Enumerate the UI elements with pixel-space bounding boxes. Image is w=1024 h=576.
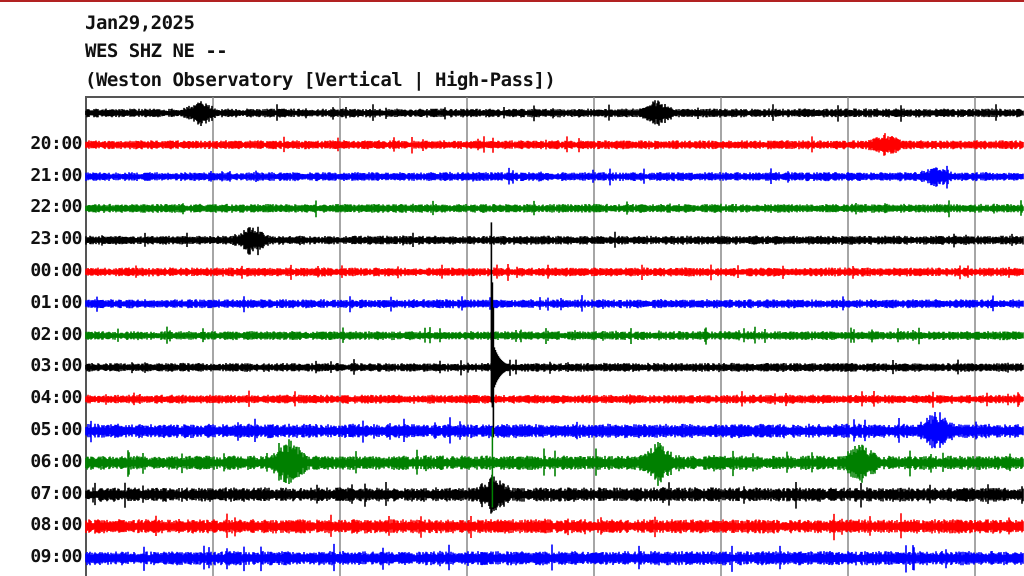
chart-date: Jan29,2025 <box>85 12 195 34</box>
row-label: 05:00 <box>30 419 82 440</box>
trace-row <box>85 165 1024 189</box>
trace-row <box>85 133 1024 156</box>
row-label: 01:00 <box>30 291 82 313</box>
station-code: WES SHZ NE -- <box>85 40 228 62</box>
trace-row <box>85 200 1024 218</box>
trace-row <box>85 326 1024 345</box>
trace-row <box>85 513 1024 541</box>
row-label: 00:00 <box>30 260 82 281</box>
row-label: 09:00 <box>30 546 82 568</box>
row-label: 21:00 <box>30 164 82 186</box>
earthquake-signal <box>490 222 517 438</box>
row-label: 23:00 <box>30 228 82 250</box>
row-label: 03:00 <box>30 355 82 377</box>
top-border <box>0 0 1024 2</box>
trace-row <box>85 439 1024 486</box>
trace-row <box>85 359 1024 376</box>
trace-row <box>85 543 1024 573</box>
trace-row <box>85 264 1024 281</box>
trace-row <box>85 412 1024 449</box>
chart-description: (Weston Observatory [Vertical | High-Pas… <box>85 69 556 91</box>
trace-row <box>85 100 1024 126</box>
trace-row <box>85 226 1024 256</box>
row-label: 08:00 <box>30 514 82 536</box>
row-label: 07:00 <box>30 482 82 504</box>
trace-row <box>85 390 1024 408</box>
row-label: 20:00 <box>30 132 82 154</box>
row-label: 22:00 <box>30 196 82 218</box>
row-label: 04:00 <box>30 387 82 409</box>
trace-row <box>85 295 1024 313</box>
row-label: 06:00 <box>30 450 82 472</box>
trace-row <box>85 474 1024 514</box>
row-label: 02:00 <box>30 323 82 345</box>
